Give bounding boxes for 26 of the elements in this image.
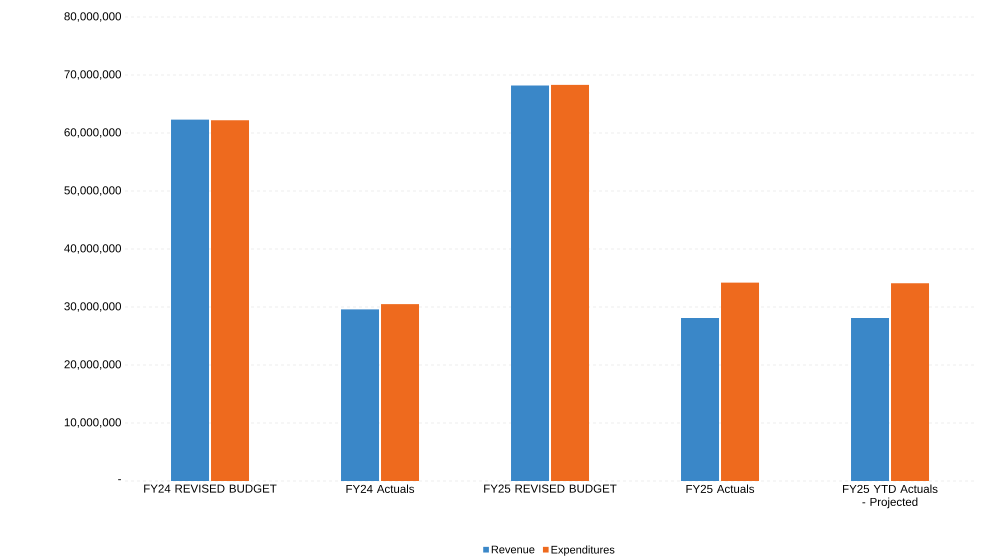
y-tick-label: 60,000,000	[64, 128, 122, 138]
x-tick-label: FY25 Actuals	[686, 484, 754, 493]
bar	[171, 120, 210, 481]
bar	[511, 85, 550, 481]
legend-label: Revenue	[492, 546, 534, 554]
x-tick-label: FY25 YTD Actuals - Projected	[843, 484, 938, 508]
bar	[551, 84, 590, 481]
bar	[381, 304, 420, 481]
bar	[891, 283, 930, 481]
y-tick-label: 50,000,000	[64, 186, 122, 196]
y-tick-label: 30,000,000	[64, 302, 122, 312]
y-tick-label: 80,000,000	[64, 12, 122, 22]
bar	[211, 120, 250, 481]
bar	[341, 309, 380, 481]
x-tick-label: FY24 Actuals	[346, 484, 414, 493]
bar	[851, 318, 890, 481]
x-tick-label: FY24 REVISED BUDGET	[144, 484, 277, 493]
bar	[681, 318, 720, 481]
y-tick-label: 20,000,000	[64, 360, 122, 370]
x-tick-label: FY25 REVISED BUDGET	[484, 484, 617, 493]
y-tick-label: 70,000,000	[64, 70, 122, 80]
legend-label: Expenditures	[552, 546, 614, 556]
y-tick-label: 10,000,000	[64, 418, 122, 428]
bar	[721, 282, 760, 481]
y-tick-label: 40,000,000	[64, 244, 122, 254]
y-tick-label: -	[118, 479, 121, 480]
